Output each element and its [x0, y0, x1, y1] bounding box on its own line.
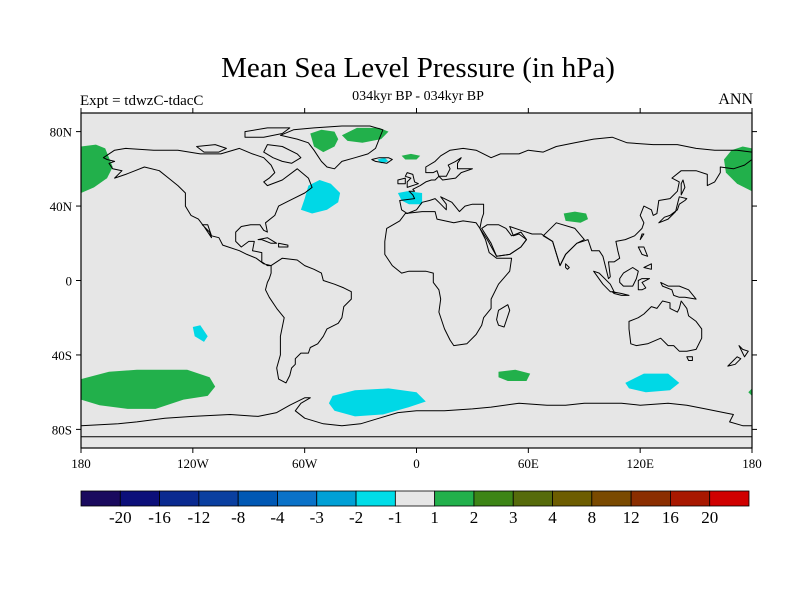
lon-tick-label: 60W: [292, 456, 318, 471]
colorbar-label: -1: [388, 508, 402, 527]
coastline-ellesmere: [244, 127, 291, 138]
colorbar-label: 4: [548, 508, 557, 527]
lon-tick-label: 180: [71, 456, 91, 471]
coastline-sulawesi: [637, 278, 650, 291]
coastline-new-guinea: [660, 281, 697, 300]
lon-tick-label: 60E: [518, 456, 539, 471]
coastline-japan: [658, 196, 688, 224]
coastline-greenland: [279, 125, 384, 170]
coastline-java: [611, 291, 630, 296]
lon-tick-label: 120E: [626, 456, 654, 471]
anomaly-region-2: [724, 146, 752, 192]
anomaly-region-4: [341, 127, 389, 143]
colorbar-swatch: [80, 490, 121, 507]
lat-tick-label: 80N: [50, 125, 73, 140]
coastline-eurasia: [399, 136, 752, 280]
coastline-south-america: [265, 257, 352, 384]
colorbar-swatch: [316, 490, 357, 507]
colorbar-label: -3: [310, 508, 324, 527]
anomaly-region-15: [625, 373, 680, 393]
colorbar: -20 -16 -12 -8 -4 -3 -2 -1 1 2 3 4 8 12 16 20: [80, 490, 750, 527]
colorbar-swatch: [670, 490, 711, 507]
anomaly-region-9: [748, 388, 752, 396]
coastline-iceland: [371, 157, 393, 164]
colorbar-label: -16: [148, 508, 171, 527]
coastline-baffin: [263, 144, 302, 164]
experiment-label: Expt = tdwzC-tdacC: [80, 93, 204, 109]
lon-tick-label: 180: [742, 456, 762, 471]
colorbar-swatch: [591, 490, 632, 507]
colorbar-swatch: [709, 490, 750, 507]
colorbar-swatch: [630, 490, 671, 507]
colorbar-swatch: [159, 490, 200, 507]
colorbar-label: 3: [509, 508, 518, 527]
colorbar-label: -20: [109, 508, 132, 527]
anomaly-region-6: [563, 211, 588, 223]
colorbar-label: 16: [662, 508, 679, 527]
coastline-cuba: [257, 237, 278, 244]
chart-title: Mean Sea Level Pressure (in hPa): [221, 52, 615, 84]
anomaly-region-7: [81, 369, 216, 409]
lat-tick-label: 80S: [52, 422, 72, 437]
coastline-madagascar: [496, 304, 511, 328]
colorbar-swatch: [119, 490, 160, 507]
coastline-layer: [81, 125, 752, 438]
colorbar-label: 2: [470, 508, 479, 527]
lon-tick-label: 120W: [177, 456, 210, 471]
period-label: 034kyr BP - 034kyr BP: [352, 89, 484, 104]
colorbar-label: -2: [349, 508, 363, 527]
colorbar-swatch: [237, 490, 278, 507]
colorbar-swatch: [355, 490, 396, 507]
coastline-sri-lanka: [565, 263, 570, 270]
coastline-great-britain: [404, 172, 419, 188]
anomaly-region-11: [397, 191, 423, 205]
coastline-new-zealand-s: [727, 356, 742, 367]
colorbar-label: 1: [430, 508, 439, 527]
anomaly-layer: [81, 127, 752, 417]
colorbar-label: 12: [623, 508, 640, 527]
colorbar-label: -8: [231, 508, 245, 527]
coastline-hispaniola: [278, 242, 289, 248]
colorbar-label: 8: [588, 508, 597, 527]
coastline-victoria: [196, 144, 227, 153]
anomaly-region-8: [498, 369, 531, 381]
coastline-india: [542, 222, 585, 267]
colorbar-label: -4: [270, 508, 285, 527]
coastline-africa: [384, 211, 513, 347]
colorbar-label: -12: [188, 508, 211, 527]
lat-tick-label: 0: [66, 274, 73, 289]
coastline-scandinavia-baltic: [438, 157, 473, 181]
colorbar-swatch: [434, 490, 475, 507]
coastline-tasmania: [686, 356, 693, 361]
anomaly-region-13: [192, 325, 208, 342]
lat-tick-label: 40S: [52, 348, 72, 363]
colorbar-swatch: [512, 490, 553, 507]
lon-tick-label: 0: [413, 456, 420, 471]
colorbar-label: 20: [701, 508, 718, 527]
season-label: ANN: [718, 91, 753, 108]
colorbar-swatch: [394, 490, 436, 507]
coastline-mindanao: [643, 263, 652, 270]
anomaly-region-3: [310, 129, 339, 153]
coastline-ireland: [397, 177, 406, 185]
axis-ticks: 180 120W 60W 0 60E 120E 180 80N 40N 0 40S 80S: [50, 108, 762, 471]
coastline-taiwan: [639, 233, 645, 241]
lat-tick-label: 40N: [50, 199, 73, 214]
coastline-australia: [628, 300, 703, 352]
anomaly-region-14: [328, 388, 426, 417]
coastline-arabia: [481, 224, 527, 257]
colorbar-swatch: [277, 490, 318, 507]
anomaly-region-5: [401, 153, 421, 160]
coastline-borneo: [619, 267, 639, 287]
coastline-new-zealand-n: [738, 345, 749, 358]
colorbar-swatch: [473, 490, 514, 507]
coastline-sakhalin: [680, 179, 686, 196]
colorbar-swatch: [198, 490, 239, 507]
coastline-north-america: [102, 147, 313, 267]
coastline-luzon: [637, 246, 649, 257]
colorbar-swatch: [552, 490, 593, 507]
coastline-antarctica: [81, 397, 752, 438]
